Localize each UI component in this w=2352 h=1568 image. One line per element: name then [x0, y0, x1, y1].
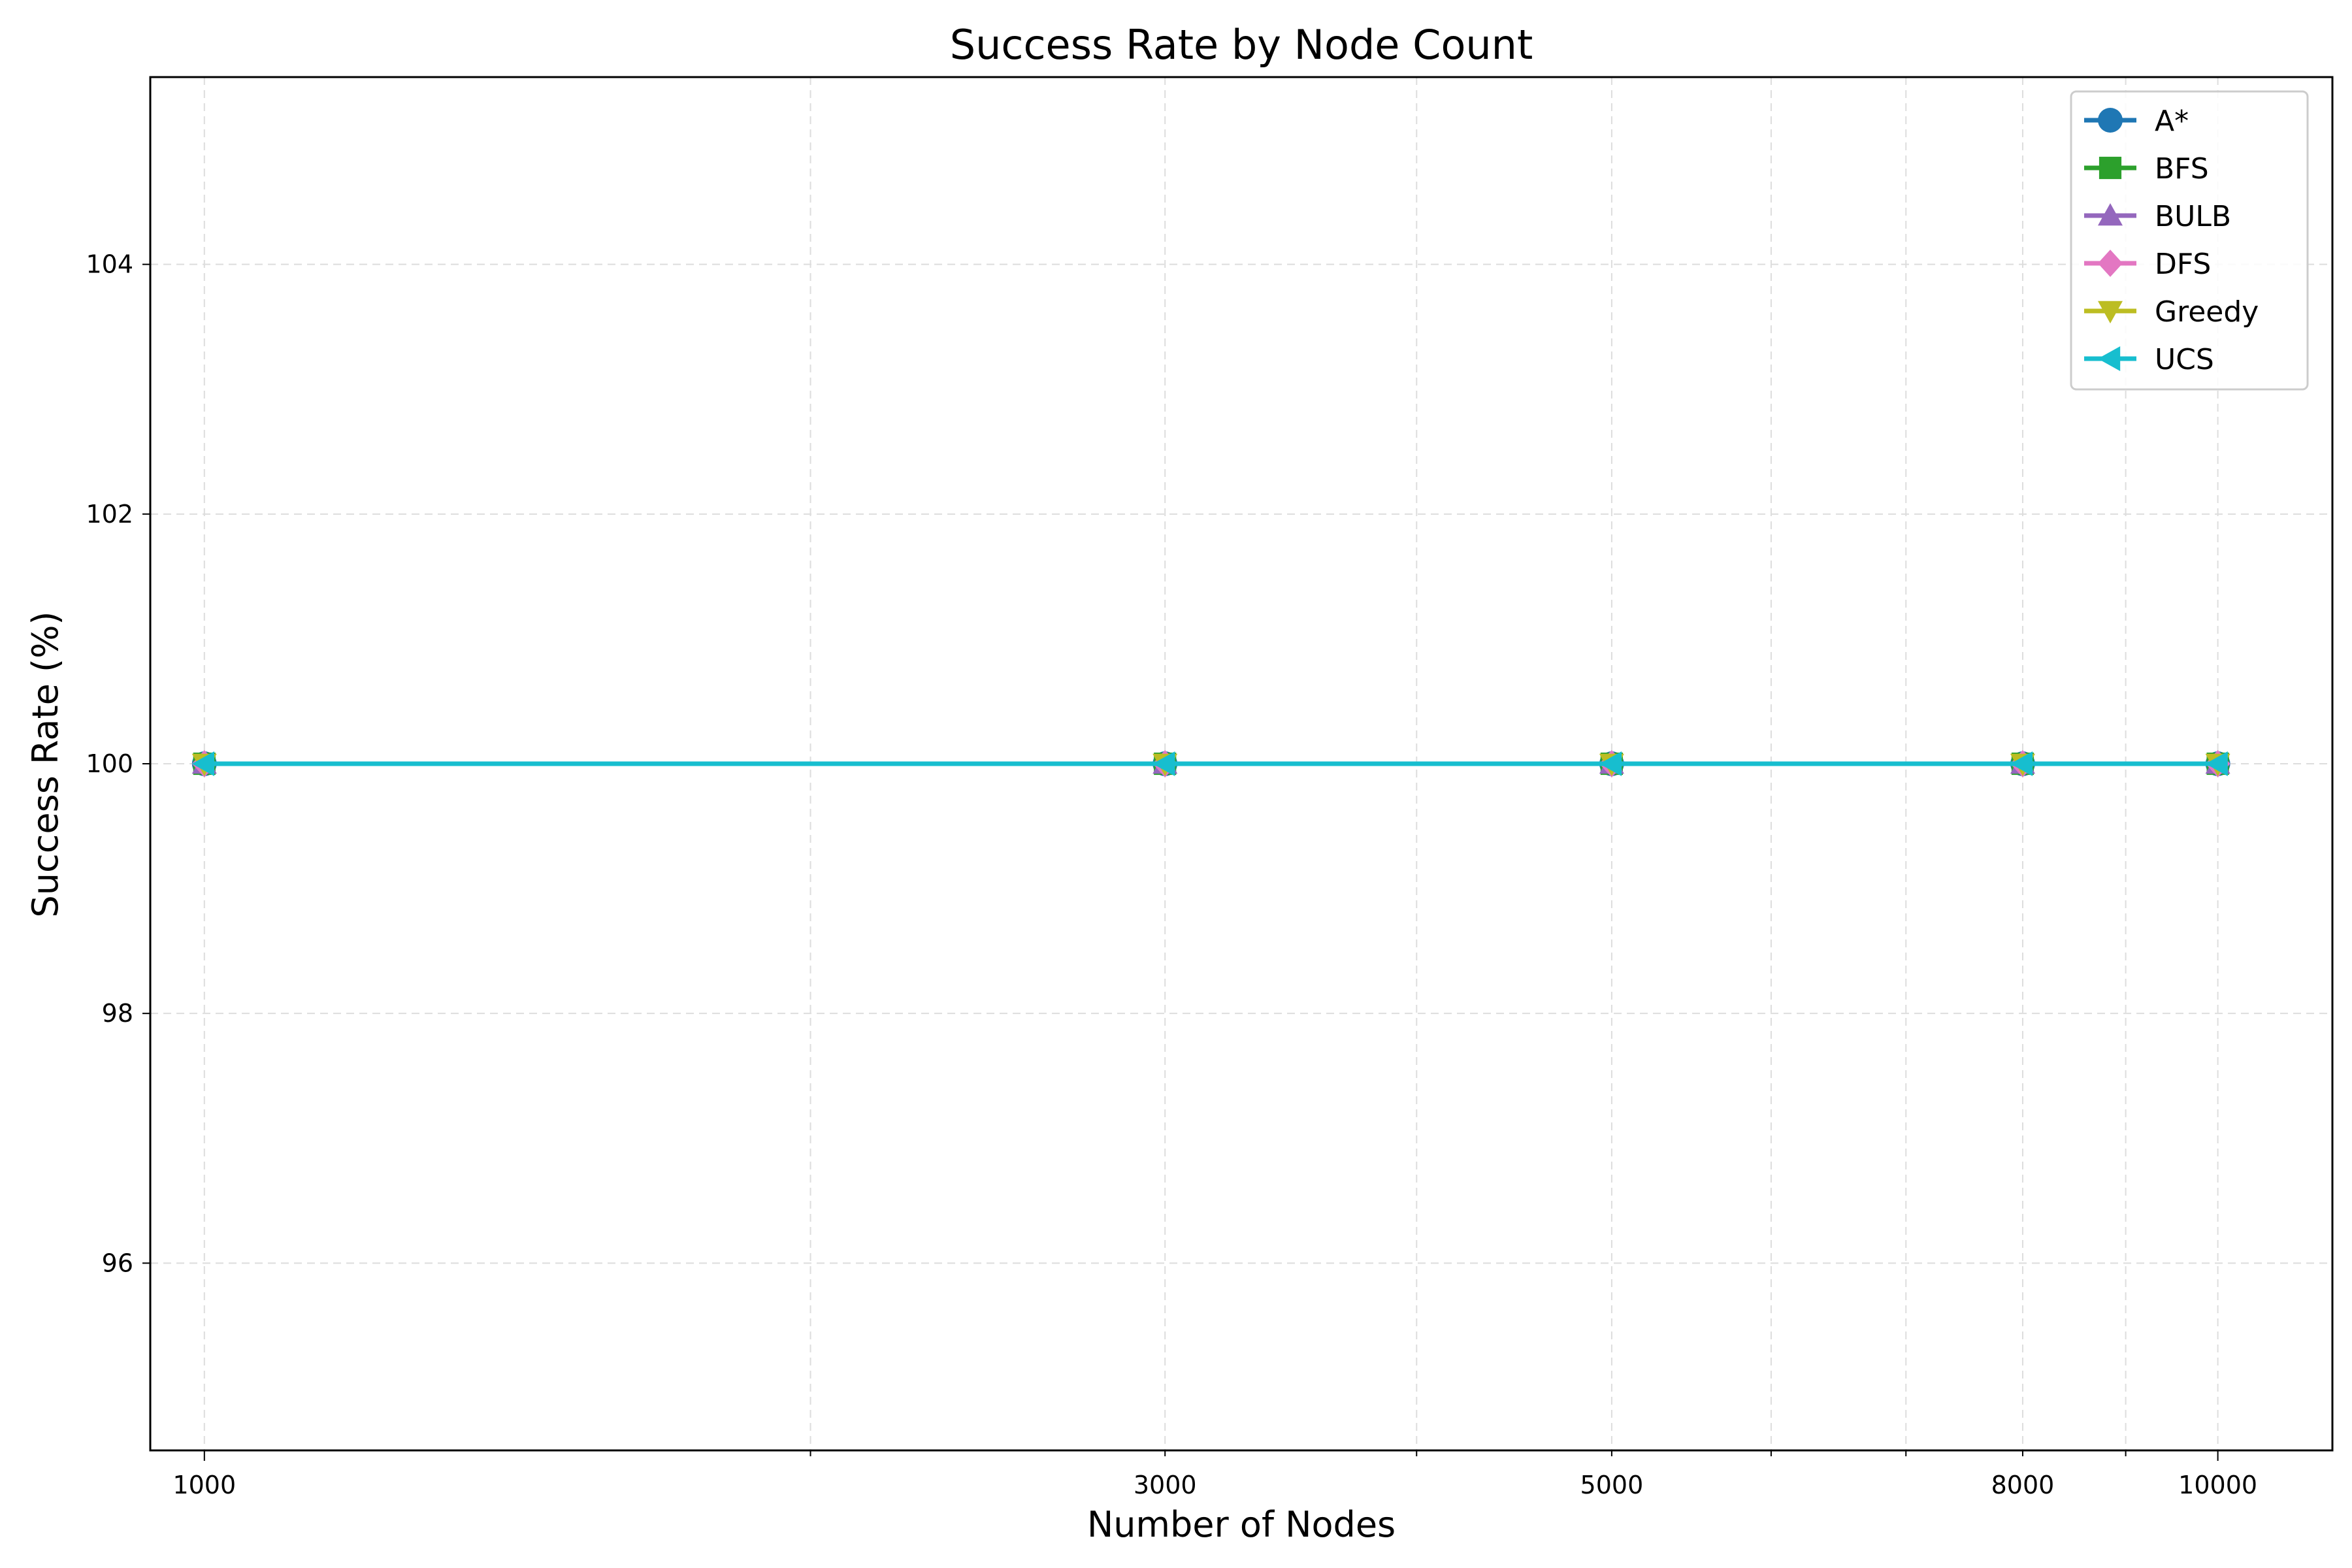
x-axis-ticks: 1000 3000 5000 8000 10000 [172, 1450, 2257, 1499]
y-tick-label: 96 [102, 1249, 133, 1277]
y-axis-label: Success Rate (%) [25, 612, 66, 918]
legend-label: UCS [2155, 343, 2214, 376]
series-ucs [191, 751, 2228, 776]
legend-label: BFS [2155, 152, 2209, 186]
legend-marker [2098, 203, 2123, 226]
legend-marker [2098, 108, 2123, 133]
x-tick-label: 8000 [1991, 1471, 2055, 1499]
y-tick-label: 98 [102, 999, 133, 1028]
x-axis-label: Number of Nodes [1087, 1504, 1396, 1545]
chart-title: Success Rate by Node Count [950, 21, 1533, 69]
legend: A* BFS BULB DFS Greedy UCS [2070, 90, 2309, 391]
legend-marker [2099, 156, 2122, 180]
legend-entry-a: A* [2084, 105, 2189, 138]
x-tick-label: 3000 [1134, 1471, 1197, 1499]
legend-label: BULB [2155, 200, 2231, 233]
legend-entry-bfs: BFS [2084, 152, 2209, 186]
data-point-ucs [1599, 751, 1622, 776]
y-axis-ticks: 96 98 100 102 104 [86, 250, 150, 1277]
y-tick-label: 100 [86, 749, 133, 778]
y-tick-label: 104 [86, 250, 133, 279]
data-point-ucs [2205, 751, 2228, 776]
legend-label: Greedy [2155, 295, 2259, 329]
legend-label: DFS [2155, 248, 2211, 281]
x-tick-label: 10000 [2178, 1471, 2257, 1499]
legend-label: A* [2155, 105, 2189, 138]
legend-marker [2098, 250, 2123, 277]
legend-entry-greedy: Greedy [2084, 295, 2259, 329]
x-tick-label: 1000 [172, 1471, 236, 1499]
y-tick-label: 102 [86, 500, 133, 529]
legend-entry-bulb: BULB [2084, 200, 2231, 233]
legend-entry-dfs: DFS [2084, 248, 2211, 281]
data-point-ucs [2010, 751, 2033, 776]
legend-marker [2098, 301, 2123, 323]
legend-marker [2098, 346, 2121, 371]
x-tick-label: 5000 [1580, 1471, 1644, 1499]
series-layer [191, 750, 2230, 777]
legend-entry-ucs: UCS [2084, 343, 2214, 376]
data-point-ucs [1152, 751, 1175, 776]
data-point-ucs [191, 751, 215, 776]
